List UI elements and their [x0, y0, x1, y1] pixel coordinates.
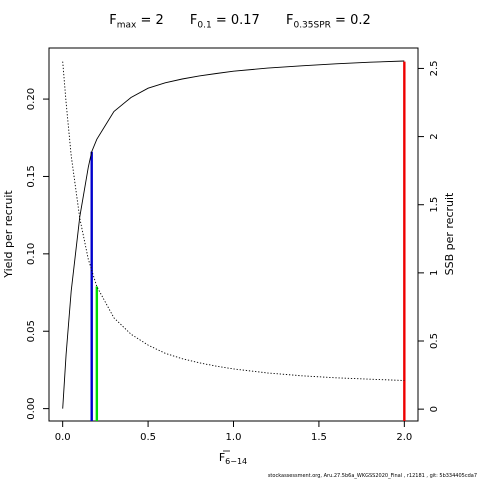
y2-tick-label: 0.5 — [429, 333, 440, 349]
x-tick-label: 0.5 — [140, 432, 156, 443]
y2-tick-label: 2.5 — [429, 60, 440, 76]
series-group — [62, 60, 405, 409]
plot-frame — [48, 47, 419, 422]
y-tick-label: 0.20 — [26, 88, 37, 110]
ssb-per-recruit-line — [62, 61, 405, 381]
y2-tick-label: 1 — [429, 270, 440, 276]
y-axis-right: 0 0.5 1 1.5 2 2.5 — [418, 60, 440, 412]
y-tick-label: 0.05 — [26, 320, 37, 342]
yield-per-recruit-line — [62, 60, 405, 409]
x-tick-label: 0.0 — [55, 432, 71, 443]
chart-title: Fmax = 2 F0.1 = 0.17 F0.35SPR = 0.2 — [0, 13, 480, 31]
y2-tick-label: 0 — [429, 406, 440, 412]
reference-lines — [90, 61, 406, 421]
y2-tick-label: 1.5 — [429, 197, 440, 213]
y-tick-label: 0.00 — [26, 397, 37, 419]
title-f035spr: F0.35SPR = 0.2 — [285, 13, 371, 31]
x-tick-label: 2.0 — [396, 432, 412, 443]
footer-text: stockassessment.org, Aru.27.5b6a_WKGSS20… — [267, 473, 477, 479]
y-tick-label: 0.10 — [26, 243, 37, 265]
title-f01: F0.1 = 0.17 — [189, 13, 260, 31]
x-axis: 0.0 0.5 1.0 1.5 2.0 — [55, 421, 412, 443]
y2-axis-label: SSB per recruit — [443, 192, 456, 275]
x-tick-label: 1.5 — [311, 432, 327, 443]
x-tick-label: 1.0 — [226, 432, 242, 443]
x-axis-label: F6−14 — [219, 451, 247, 466]
y2-tick-label: 2 — [429, 133, 440, 139]
y-axis-left: 0.00 0.05 0.10 0.15 0.20 — [26, 88, 49, 420]
title-fmax: Fmax = 2 — [109, 13, 164, 31]
y-axis-label: Yield per recruit — [2, 190, 15, 279]
y-tick-label: 0.15 — [26, 165, 37, 187]
